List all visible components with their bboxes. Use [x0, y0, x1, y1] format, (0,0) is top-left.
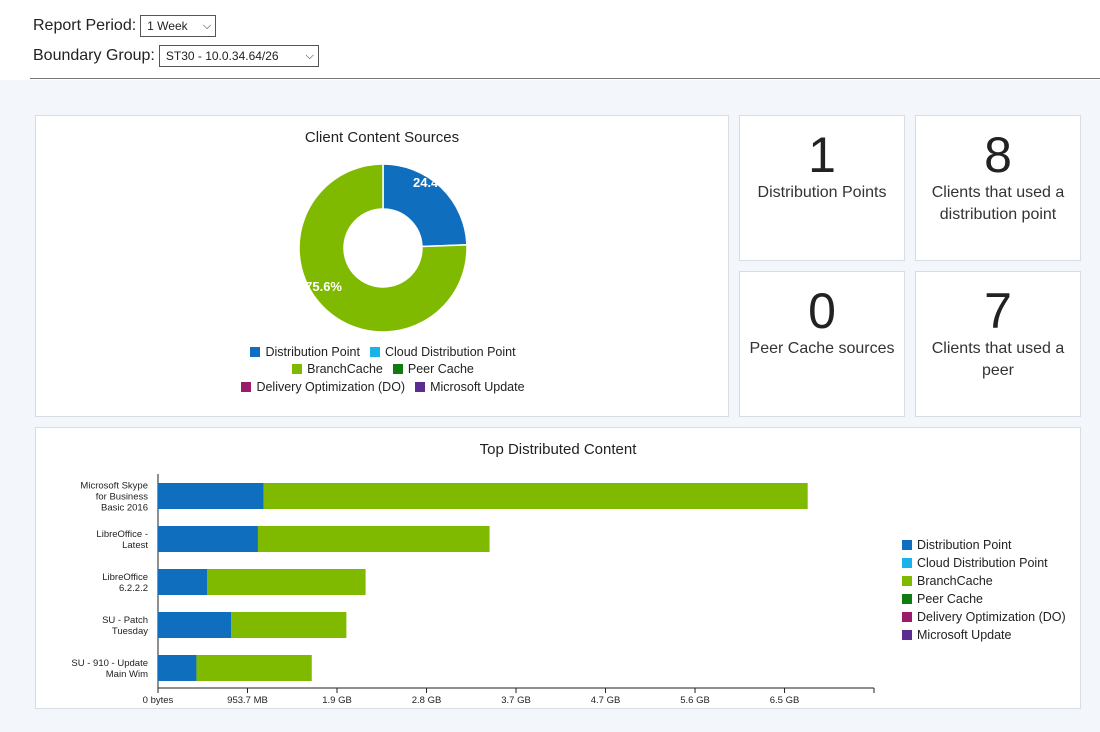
distribution-points-tile[interactable]: 1 Distribution Points	[739, 115, 905, 261]
donut-title: Client Content Sources	[304, 129, 460, 146]
category-label: SU - 910 - Update Main Wim	[71, 658, 148, 680]
report-period-label: Report Period:	[33, 17, 137, 34]
bar-legend-item[interactable]: Distribution Point	[902, 536, 1066, 554]
bar-segment[interactable]	[263, 483, 808, 509]
bar-segment[interactable]	[196, 655, 312, 681]
bar-legend-item[interactable]: Delivery Optimization (DO)	[902, 608, 1066, 626]
chevron-down-icon: ⌵	[202, 19, 212, 32]
bar-segment[interactable]	[158, 526, 258, 552]
report-period-row: Report Period: 1 Week ⌵	[33, 15, 217, 37]
bar-chart: 0 bytes 953.7 MB 1.9 GB 2.8 GB 3.7 GB 4.7 GB 5…	[71, 474, 875, 706]
distribution-points-label: Distribution Points	[757, 184, 887, 201]
bar-segment[interactable]	[257, 526, 490, 552]
x-tick-label: 953.7 MB	[227, 695, 268, 706]
peer-cache-tile[interactable]: 0 Peer Cache sources	[739, 271, 905, 417]
boundary-group-value: ST30 - 10.0.34.64/26	[165, 49, 279, 63]
donut-legend-item[interactable]: Distribution Point	[250, 343, 360, 361]
bar-legend: Distribution Point Cloud Distribution Poi…	[902, 536, 1066, 644]
bar-segment[interactable]	[158, 655, 197, 681]
x-tick-label: 1.9 GB	[322, 695, 352, 706]
legend-swatch	[902, 594, 912, 604]
x-tick-label: 2.8 GB	[412, 695, 442, 706]
clients-dp-count: 8	[984, 127, 1012, 183]
x-tick-label: 6.5 GB	[770, 695, 800, 706]
report-period-value: 1 Week	[147, 19, 188, 33]
boundary-group-row: Boundary Group: ST30 - 10.0.34.64/26 ⌵	[33, 45, 319, 67]
boundary-group-label: Boundary Group:	[33, 47, 155, 64]
distribution-points-count: 1	[808, 127, 836, 183]
legend-swatch	[902, 630, 912, 640]
clients-dp-label: Clients that used a distribution point	[931, 184, 1065, 223]
bar-legend-item[interactable]: Microsoft Update	[902, 626, 1066, 644]
donut-legend-row: Delivery Optimization (DO) Microsoft Upda…	[36, 378, 730, 396]
bar-segment[interactable]	[158, 483, 264, 509]
filter-bar: Report Period: 1 Week ⌵ Boundary Group: …	[0, 0, 1100, 80]
chevron-down-icon: ⌵	[305, 49, 314, 62]
category-label: LibreOffice 6.2.2.2	[102, 572, 148, 594]
clients-dp-tile[interactable]: 8 Clients that used a distribution point	[915, 115, 1081, 261]
donut-chart: 24.4% 75.6%	[298, 163, 468, 333]
category-label: LibreOffice -Latest	[96, 529, 148, 551]
donut-slice-label: 24.4%	[413, 175, 450, 190]
legend-swatch	[292, 364, 303, 375]
legend-label: Cloud Distribution Point	[917, 556, 1048, 570]
legend-swatch	[902, 558, 912, 568]
bar-legend-item[interactable]: Cloud Distribution Point	[902, 554, 1066, 572]
x-tick-label: 3.7 GB	[501, 695, 531, 706]
bar-legend-item[interactable]: BranchCache	[902, 572, 1066, 590]
legend-swatch	[250, 346, 261, 357]
donut-legend-item[interactable]: Peer Cache	[392, 361, 474, 379]
report-period-select[interactable]: 1 Week ⌵	[140, 15, 217, 37]
peer-cache-count: 0	[808, 283, 836, 339]
client-content-sources-panel: Client Content Sources 24.4% 75.6% Distri…	[35, 115, 729, 417]
legend-label: Microsoft Update	[917, 628, 1012, 642]
legend-swatch	[902, 576, 912, 586]
legend-label: Cloud Distribution Point	[384, 344, 516, 359]
donut-legend-item[interactable]: Microsoft Update	[415, 378, 525, 396]
legend-label: Distribution Point	[917, 538, 1012, 552]
legend-label: Delivery Optimization (DO)	[256, 379, 406, 394]
divider	[30, 78, 1100, 79]
donut-slice[interactable]	[382, 163, 468, 248]
x-tick-label: 4.7 GB	[591, 695, 621, 706]
legend-swatch	[415, 381, 426, 392]
bar-legend-item[interactable]: Peer Cache	[902, 590, 1066, 608]
legend-label: BranchCache	[307, 362, 383, 377]
donut-legend-row: Distribution Point Cloud Distribution Poi…	[36, 343, 730, 361]
bar-segment[interactable]	[158, 569, 208, 595]
legend-swatch	[902, 612, 912, 622]
bar-segment[interactable]	[207, 569, 366, 595]
legend-swatch	[241, 381, 252, 392]
legend-label: BranchCache	[917, 574, 993, 588]
bar-segment[interactable]	[158, 612, 232, 638]
donut-legend-row: BranchCache Peer Cache	[36, 361, 730, 379]
peer-cache-label: Peer Cache sources	[749, 340, 895, 357]
legend-label: Peer Cache	[917, 592, 984, 606]
donut-legend-item[interactable]: Delivery Optimization (DO)	[241, 378, 405, 396]
clients-peer-tile[interactable]: 7 Clients that used a peer	[915, 271, 1081, 417]
donut-legend: Distribution Point Cloud Distribution Poi…	[36, 343, 730, 396]
legend-label: Microsoft Update	[430, 379, 525, 394]
legend-swatch	[369, 346, 380, 357]
legend-swatch	[902, 540, 912, 550]
legend-label: Peer Cache	[407, 362, 474, 377]
x-tick-label: 5.6 GB	[680, 695, 710, 706]
donut-slice-label: 75.6%	[305, 279, 342, 294]
legend-swatch	[392, 364, 403, 375]
donut-legend-item[interactable]: BranchCache	[292, 361, 383, 379]
x-tick-label: 0 bytes	[143, 695, 174, 706]
boundary-group-select[interactable]: ST30 - 10.0.34.64/26 ⌵	[158, 45, 319, 67]
bar-segment[interactable]	[231, 612, 347, 638]
top-distributed-content-panel: Top Distributed Content 0 bytes 953.7 MB 1…	[35, 427, 1081, 709]
category-label: Microsoft Skype for Business Basic 2016	[80, 481, 148, 514]
clients-peer-count: 7	[984, 283, 1012, 339]
category-label: SU - Patch Tuesday	[102, 615, 148, 637]
donut-legend-item[interactable]: Cloud Distribution Point	[369, 343, 516, 361]
clients-peer-label: Clients that used a peer	[931, 340, 1065, 379]
donut-slice[interactable]	[298, 163, 468, 333]
legend-label: Delivery Optimization (DO)	[917, 610, 1066, 624]
legend-label: Distribution Point	[265, 344, 360, 359]
bar-chart-title: Top Distributed Content	[479, 441, 637, 458]
